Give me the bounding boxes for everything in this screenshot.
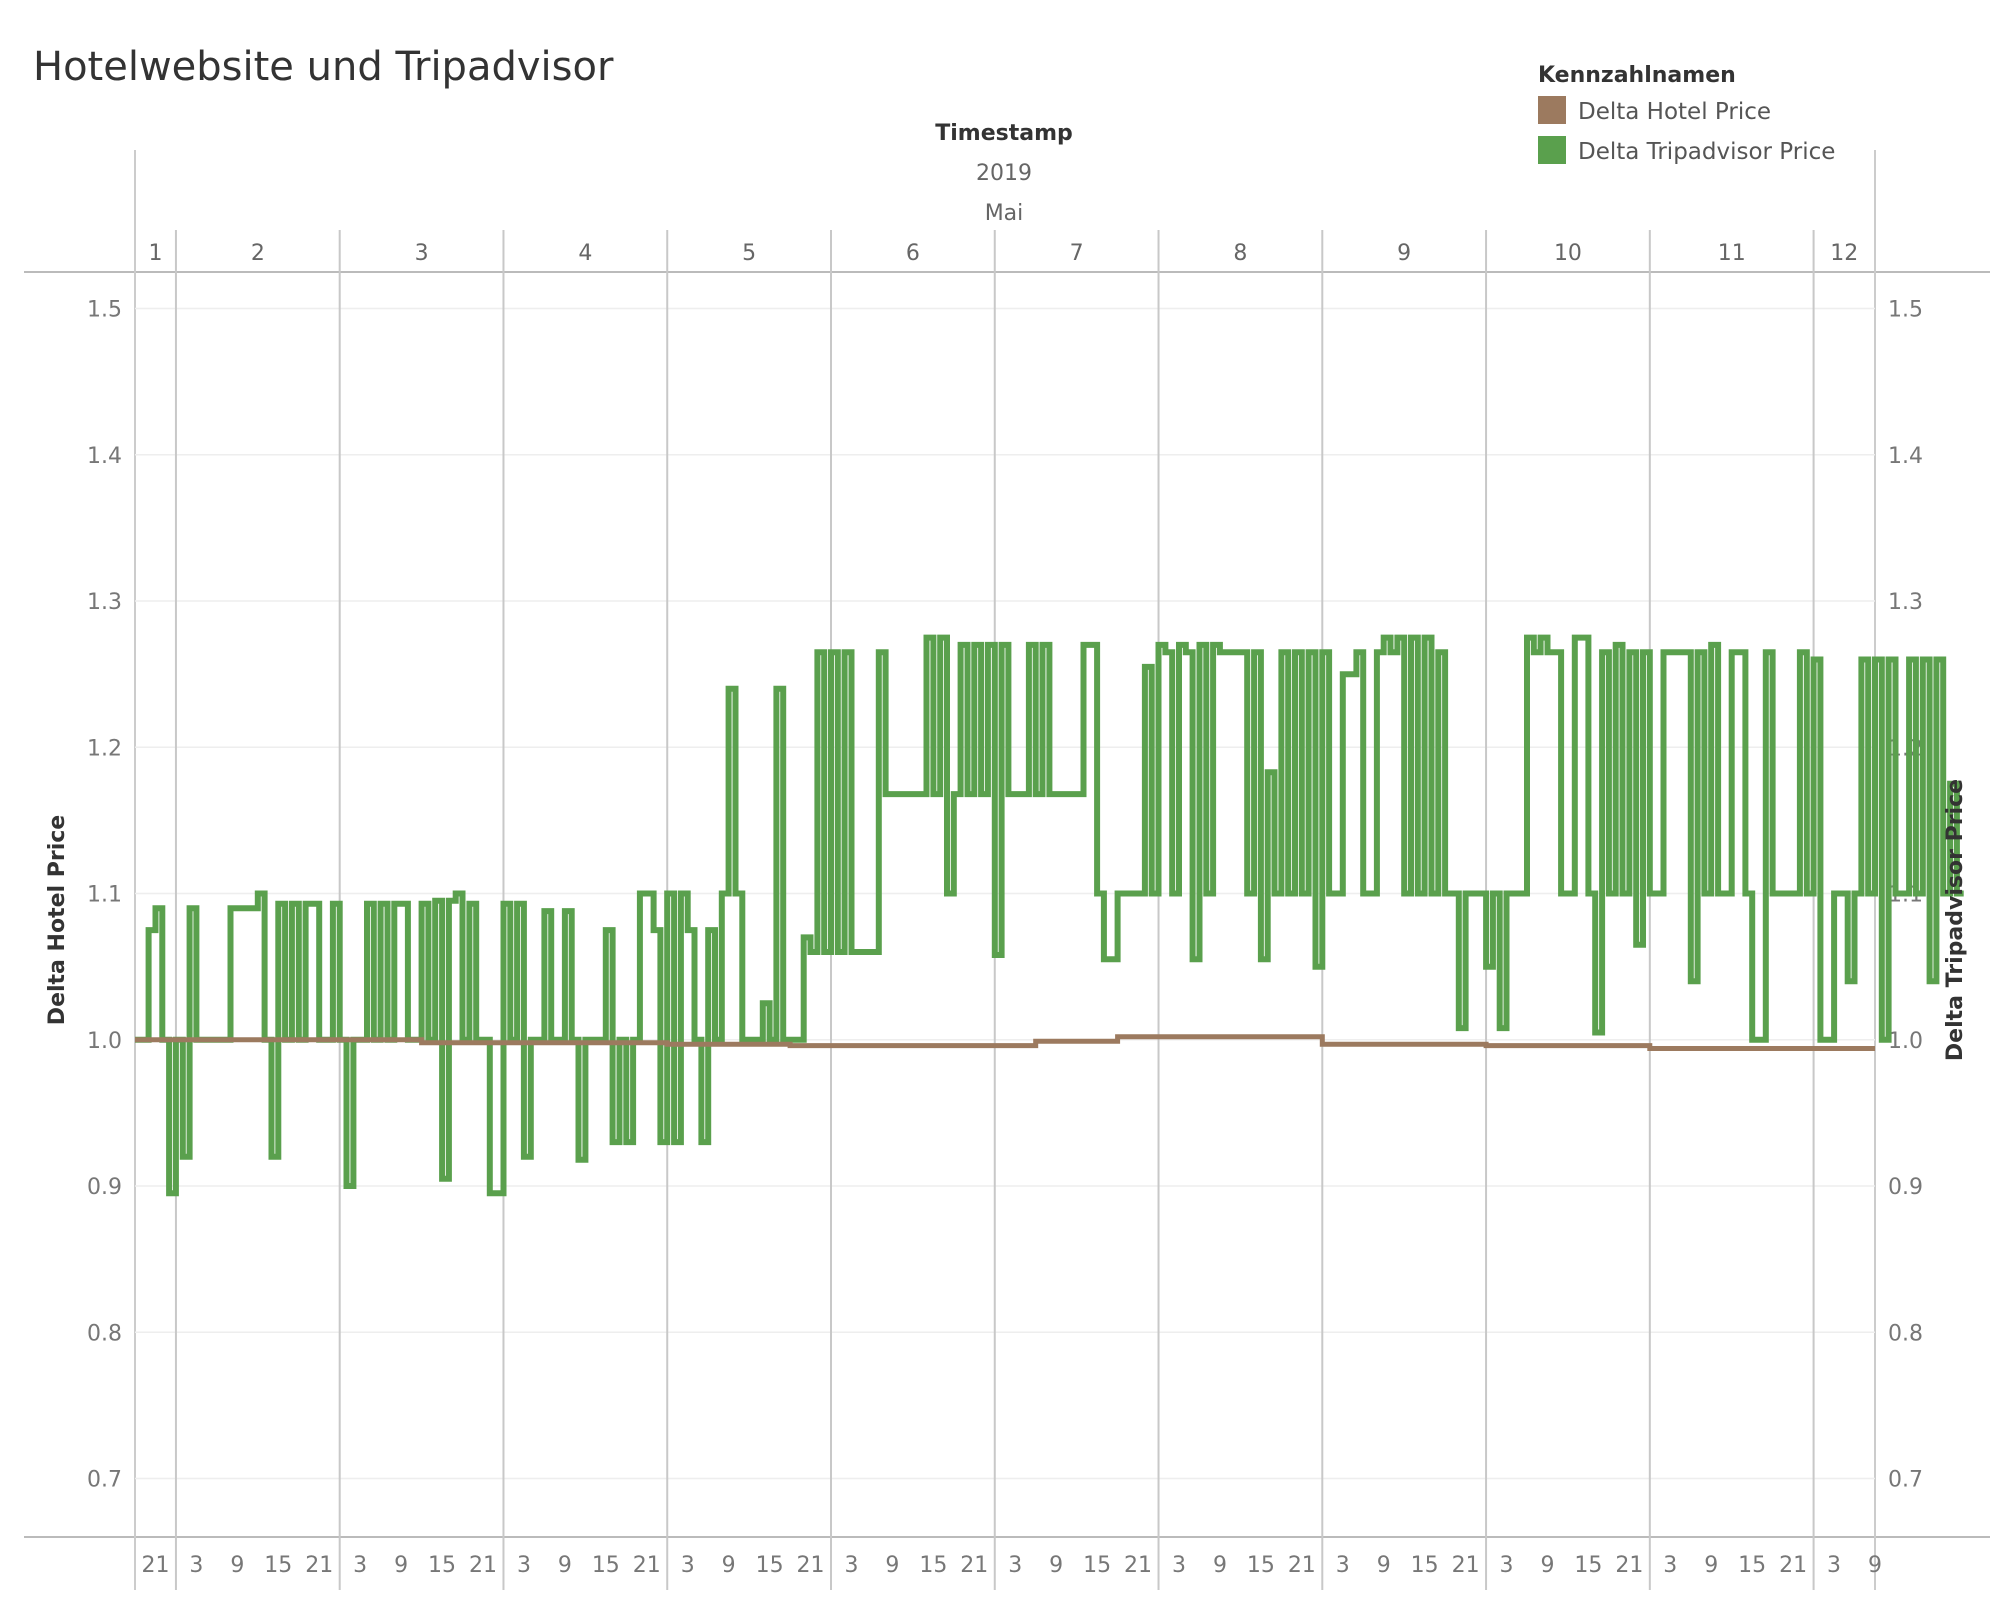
y-tick-label-left: 1.1 — [87, 883, 122, 908]
y-tick-label-left: 0.7 — [87, 1468, 122, 1493]
x-tick-label: 21 — [1779, 1553, 1807, 1578]
x-tick-label: 3 — [517, 1553, 531, 1578]
day-label: 3 — [415, 241, 429, 266]
x-tick-label: 3 — [1008, 1553, 1022, 1578]
y-tick-label-right: 1.5 — [1888, 298, 1923, 323]
legend: Kennzahlnamen Delta Hotel Price Delta Tr… — [1538, 63, 1835, 165]
day-label: 8 — [1233, 241, 1247, 266]
legend-entry-hotel: Delta Hotel Price — [1578, 99, 1771, 125]
x-tick-label: 21 — [1288, 1553, 1316, 1578]
x-tick-label: 15 — [919, 1553, 947, 1578]
x-tick-label: 21 — [469, 1553, 497, 1578]
x-tick-label: 9 — [558, 1553, 572, 1578]
x-tick-label: 15 — [1247, 1553, 1275, 1578]
y-tick-label-right: 1.3 — [1888, 590, 1923, 615]
x-header: Timestamp 2019 Mai — [935, 121, 1073, 226]
x-tick-label: 3 — [189, 1553, 203, 1578]
x-tick-label: 15 — [1083, 1553, 1111, 1578]
day-label: 12 — [1830, 241, 1858, 266]
x-axis-hour-ticks: 21 3 9 15 21 3 9 15 21 3 9 15 21 3 9 15 21 3 9 15 21 3 9 15 21 3 9… — [141, 1553, 1882, 1578]
series-line-delta-tripadvisor-price — [135, 634, 1964, 1197]
x-tick-label: 9 — [722, 1553, 736, 1578]
y-tick-label-right: 0.7 — [1888, 1468, 1923, 1493]
x-tick-label: 9 — [1049, 1553, 1063, 1578]
x-tick-label: 3 — [681, 1553, 695, 1578]
x-tick-label: 3 — [353, 1553, 367, 1578]
x-header-month: Mai — [985, 201, 1024, 226]
chart-title: Hotelwebsite und Tripadvisor — [33, 44, 614, 90]
x-tick-label: 21 — [797, 1553, 825, 1578]
day-label: 11 — [1718, 241, 1746, 266]
x-tick-label: 3 — [1336, 1553, 1350, 1578]
x-tick-label: 9 — [230, 1553, 244, 1578]
x-tick-label: 15 — [1738, 1553, 1766, 1578]
x-tick-label: 15 — [1574, 1553, 1602, 1578]
x-header-year: 2019 — [976, 161, 1032, 186]
x-tick-label: 21 — [1124, 1553, 1152, 1578]
y-tick-label-right: 0.9 — [1888, 1175, 1923, 1200]
x-tick-label: 9 — [1868, 1553, 1882, 1578]
day-label: 2 — [251, 241, 265, 266]
series-line-delta-hotel-price — [135, 1034, 1875, 1051]
x-tick-label: 21 — [141, 1553, 169, 1578]
y-axis-title-right: Delta Tripadvisor Price — [1943, 779, 1968, 1061]
x-tick-label: 9 — [1213, 1553, 1227, 1578]
y-tick-label-left: 1.0 — [87, 1029, 122, 1054]
grid-lines — [135, 307, 1875, 1480]
x-tick-label: 15 — [1411, 1553, 1439, 1578]
day-label: 9 — [1397, 241, 1411, 266]
y-tick-label-left: 1.2 — [87, 736, 122, 761]
x-tick-label: 3 — [1827, 1553, 1841, 1578]
legend-swatch-tripadvisor — [1538, 136, 1566, 164]
x-tick-label: 3 — [1172, 1553, 1186, 1578]
y-tick-label-right: 1.4 — [1888, 444, 1923, 469]
chart-frame — [24, 150, 1990, 1590]
x-header-title: Timestamp — [935, 121, 1073, 146]
y-tick-label-left: 0.9 — [87, 1175, 122, 1200]
y-tick-label-left: 1.4 — [87, 444, 122, 469]
y-tick-label-right: 0.8 — [1888, 1321, 1923, 1346]
legend-entry-tripadvisor: Delta Tripadvisor Price — [1578, 139, 1835, 165]
day-label: 4 — [578, 241, 592, 266]
y-tick-label-left: 1.5 — [87, 298, 122, 323]
x-tick-label: 21 — [1615, 1553, 1643, 1578]
x-tick-label: 3 — [1663, 1553, 1677, 1578]
day-label: 6 — [906, 241, 920, 266]
x-tick-label: 3 — [844, 1553, 858, 1578]
y-axis-title-left: Delta Hotel Price — [45, 815, 70, 1025]
y-axis-ticks: 0.7 0.70.8 0.80.9 0.91.0 1.01.1 1.11.2 1.21.3 1… — [87, 298, 1923, 1493]
day-label: 5 — [742, 241, 756, 266]
x-tick-label: 21 — [633, 1553, 661, 1578]
x-tick-label: 15 — [264, 1553, 292, 1578]
x-tick-label: 21 — [1452, 1553, 1480, 1578]
x-tick-label: 21 — [960, 1553, 988, 1578]
x-tick-label: 3 — [1500, 1553, 1514, 1578]
y-tick-label-right: 1.0 — [1888, 1029, 1923, 1054]
x-tick-label: 15 — [428, 1553, 456, 1578]
legend-swatch-hotel — [1538, 96, 1566, 124]
x-tick-label: 9 — [885, 1553, 899, 1578]
y-tick-label-left: 1.3 — [87, 590, 122, 615]
x-tick-label: 15 — [592, 1553, 620, 1578]
day-label: 7 — [1070, 241, 1084, 266]
x-tick-label: 9 — [1704, 1553, 1718, 1578]
legend-title: Kennzahlnamen — [1538, 63, 1736, 88]
x-tick-label: 9 — [1377, 1553, 1391, 1578]
plot-area — [135, 634, 1964, 1197]
day-label: 1 — [148, 241, 162, 266]
x-tick-label: 21 — [305, 1553, 333, 1578]
x-tick-label: 9 — [1540, 1553, 1554, 1578]
y-tick-label-left: 0.8 — [87, 1321, 122, 1346]
day-labels: 1 2 3 4 5 6 7 8 9 10 11 12 — [148, 241, 1858, 266]
x-tick-label: 9 — [394, 1553, 408, 1578]
day-label: 10 — [1554, 241, 1582, 266]
x-tick-label: 15 — [756, 1553, 784, 1578]
